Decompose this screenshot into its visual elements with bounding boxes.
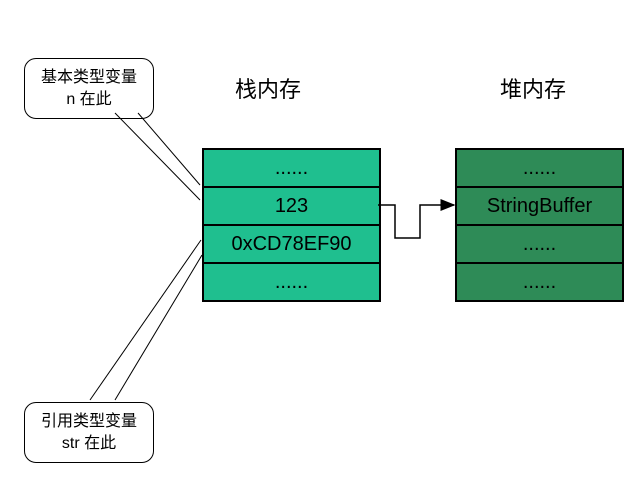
stack-cell-primitive: 123 — [204, 188, 379, 226]
stack-cell: ...... — [204, 264, 379, 300]
callout-tail — [115, 113, 200, 200]
callout-tail — [138, 113, 200, 185]
callout-line: str 在此 — [62, 435, 116, 452]
stack-cell-reference: 0xCD78EF90 — [204, 226, 379, 264]
stack-cell: ...... — [204, 150, 379, 188]
heap-memory-block: ...... StringBuffer ...... ...... — [455, 148, 624, 302]
heap-cell: ...... — [457, 264, 622, 300]
callout-line: 基本类型变量 — [41, 69, 137, 86]
callout-tail — [115, 255, 202, 400]
callout-line: 引用类型变量 — [41, 413, 137, 430]
heap-cell-object: StringBuffer — [457, 188, 622, 226]
reference-arrow — [378, 205, 454, 238]
callout-reference-var: 引用类型变量 str 在此 — [24, 402, 154, 463]
heap-cell: ...... — [457, 226, 622, 264]
stack-memory-block: ...... 123 0xCD78EF90 ...... — [202, 148, 381, 302]
callout-primitive-var: 基本类型变量 n 在此 — [24, 58, 154, 119]
heap-cell: ...... — [457, 150, 622, 188]
stack-title: 栈内存 — [235, 72, 301, 104]
callout-line: n 在此 — [66, 91, 111, 108]
heap-title: 堆内存 — [500, 72, 566, 104]
callout-tail — [90, 240, 201, 400]
